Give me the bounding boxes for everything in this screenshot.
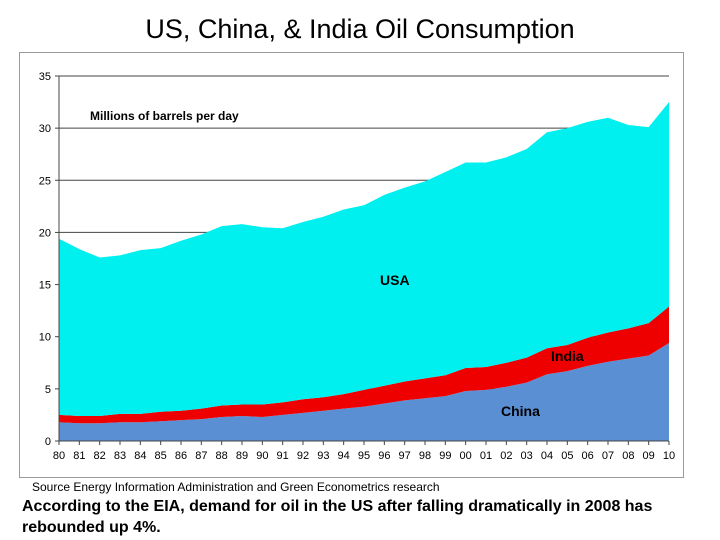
x-tick-label: 06 [582, 450, 594, 462]
area-usa [59, 102, 669, 416]
slide-title: US, China, & India Oil Consumption [145, 14, 575, 44]
x-tick-label: 10 [663, 450, 675, 462]
x-tick-label: 00 [460, 450, 472, 462]
y-tick-label: 10 [39, 332, 51, 344]
series-label-china: China [501, 403, 540, 419]
x-tick-label: 89 [236, 450, 248, 462]
x-tick-label: 84 [134, 450, 146, 462]
x-tick-label: 05 [561, 450, 573, 462]
y-tick-label: 25 [39, 175, 51, 187]
x-tick-label: 93 [317, 450, 329, 462]
x-tick-label: 98 [419, 450, 431, 462]
x-tick-label: 99 [439, 450, 451, 462]
x-tick-label: 81 [73, 450, 85, 462]
series-label-usa: USA [380, 272, 410, 288]
y-tick-labels: 0 5 10 15 20 25 30 35 [39, 71, 59, 448]
unit-label: Millions of barrels per day [90, 109, 239, 123]
x-tick-label: 03 [521, 450, 533, 462]
y-tick-label: 5 [45, 384, 51, 396]
y-tick-label: 20 [39, 227, 51, 239]
y-tick-label: 15 [39, 280, 51, 292]
x-tick-label: 09 [643, 450, 655, 462]
x-tick-label: 88 [216, 450, 228, 462]
x-tick-label: 87 [195, 450, 207, 462]
x-tick-label: 92 [297, 450, 309, 462]
chart-frame: 0 5 10 15 20 25 30 35 80 81 82 83 84 85 86 87 88 89 90 91 9… [19, 52, 684, 478]
x-tick-label: 96 [378, 450, 390, 462]
x-tick-label: 95 [358, 450, 370, 462]
x-tick-label: 82 [94, 450, 106, 462]
series-label-india: India [551, 348, 584, 364]
x-tick-label: 01 [480, 450, 492, 462]
x-tick-label: 02 [500, 450, 512, 462]
x-tick-label: 07 [602, 450, 614, 462]
x-tick-label: 90 [256, 450, 268, 462]
x-tick-label: 04 [541, 450, 553, 462]
area-series-group [59, 102, 669, 441]
x-tick-label: 83 [114, 450, 126, 462]
area-india [59, 306, 669, 424]
x-tick-label: 08 [622, 450, 634, 462]
x-tick-label: 86 [175, 450, 187, 462]
area-china [59, 342, 669, 441]
x-tick-label: 85 [155, 450, 167, 462]
y-tick-label: 35 [39, 71, 51, 83]
x-tick-label: 94 [338, 450, 350, 462]
x-tick-labels: 80 81 82 83 84 85 86 87 88 89 90 91 92 93 94 95 96 97 98 99… [53, 441, 675, 462]
caption-text: According to the EIA, demand for oil in … [22, 498, 653, 536]
x-tick-label: 80 [53, 450, 65, 462]
source-note: Source Energy Information Administration… [32, 480, 440, 494]
y-tick-label: 0 [45, 436, 51, 448]
y-tick-label: 30 [39, 123, 51, 135]
x-tick-label: 91 [277, 450, 289, 462]
x-tick-label: 97 [399, 450, 411, 462]
